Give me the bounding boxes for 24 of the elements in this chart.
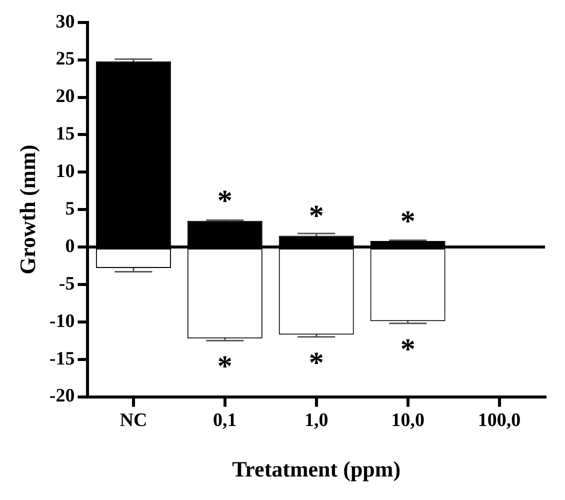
x-tick-label: 100,0 bbox=[478, 410, 521, 432]
x-tick-label: 1,0 bbox=[304, 410, 328, 432]
x-tick-label: NC bbox=[120, 410, 148, 432]
y-tick-label: 30 bbox=[56, 11, 75, 32]
annotation: * bbox=[400, 204, 416, 238]
y-tick-label: 25 bbox=[56, 48, 75, 70]
x-tick-label: 0,1 bbox=[213, 410, 237, 432]
y-axis-title: Growth (mm) bbox=[14, 144, 40, 274]
annotation: * bbox=[217, 184, 232, 218]
y-tick-label: 20 bbox=[56, 86, 75, 108]
y-tick-label: -10 bbox=[49, 310, 75, 332]
y-tick-label: -5 bbox=[58, 273, 75, 294]
y-tick-label: 0 bbox=[65, 236, 75, 257]
y-tick-label: 15 bbox=[56, 124, 75, 145]
x-axis-title: Tretatment (ppm) bbox=[232, 456, 401, 482]
y-tick-label: 10 bbox=[56, 161, 75, 182]
annotation: * bbox=[400, 332, 416, 366]
x-tick-label: 10,0 bbox=[391, 410, 424, 432]
annotation: * bbox=[217, 350, 232, 384]
y-tick-label: -20 bbox=[49, 386, 75, 407]
y-tick-label: 5 bbox=[65, 198, 75, 220]
annotation: * bbox=[308, 346, 324, 380]
y-tick-label: -15 bbox=[49, 348, 75, 370]
annotation: * bbox=[308, 200, 324, 233]
